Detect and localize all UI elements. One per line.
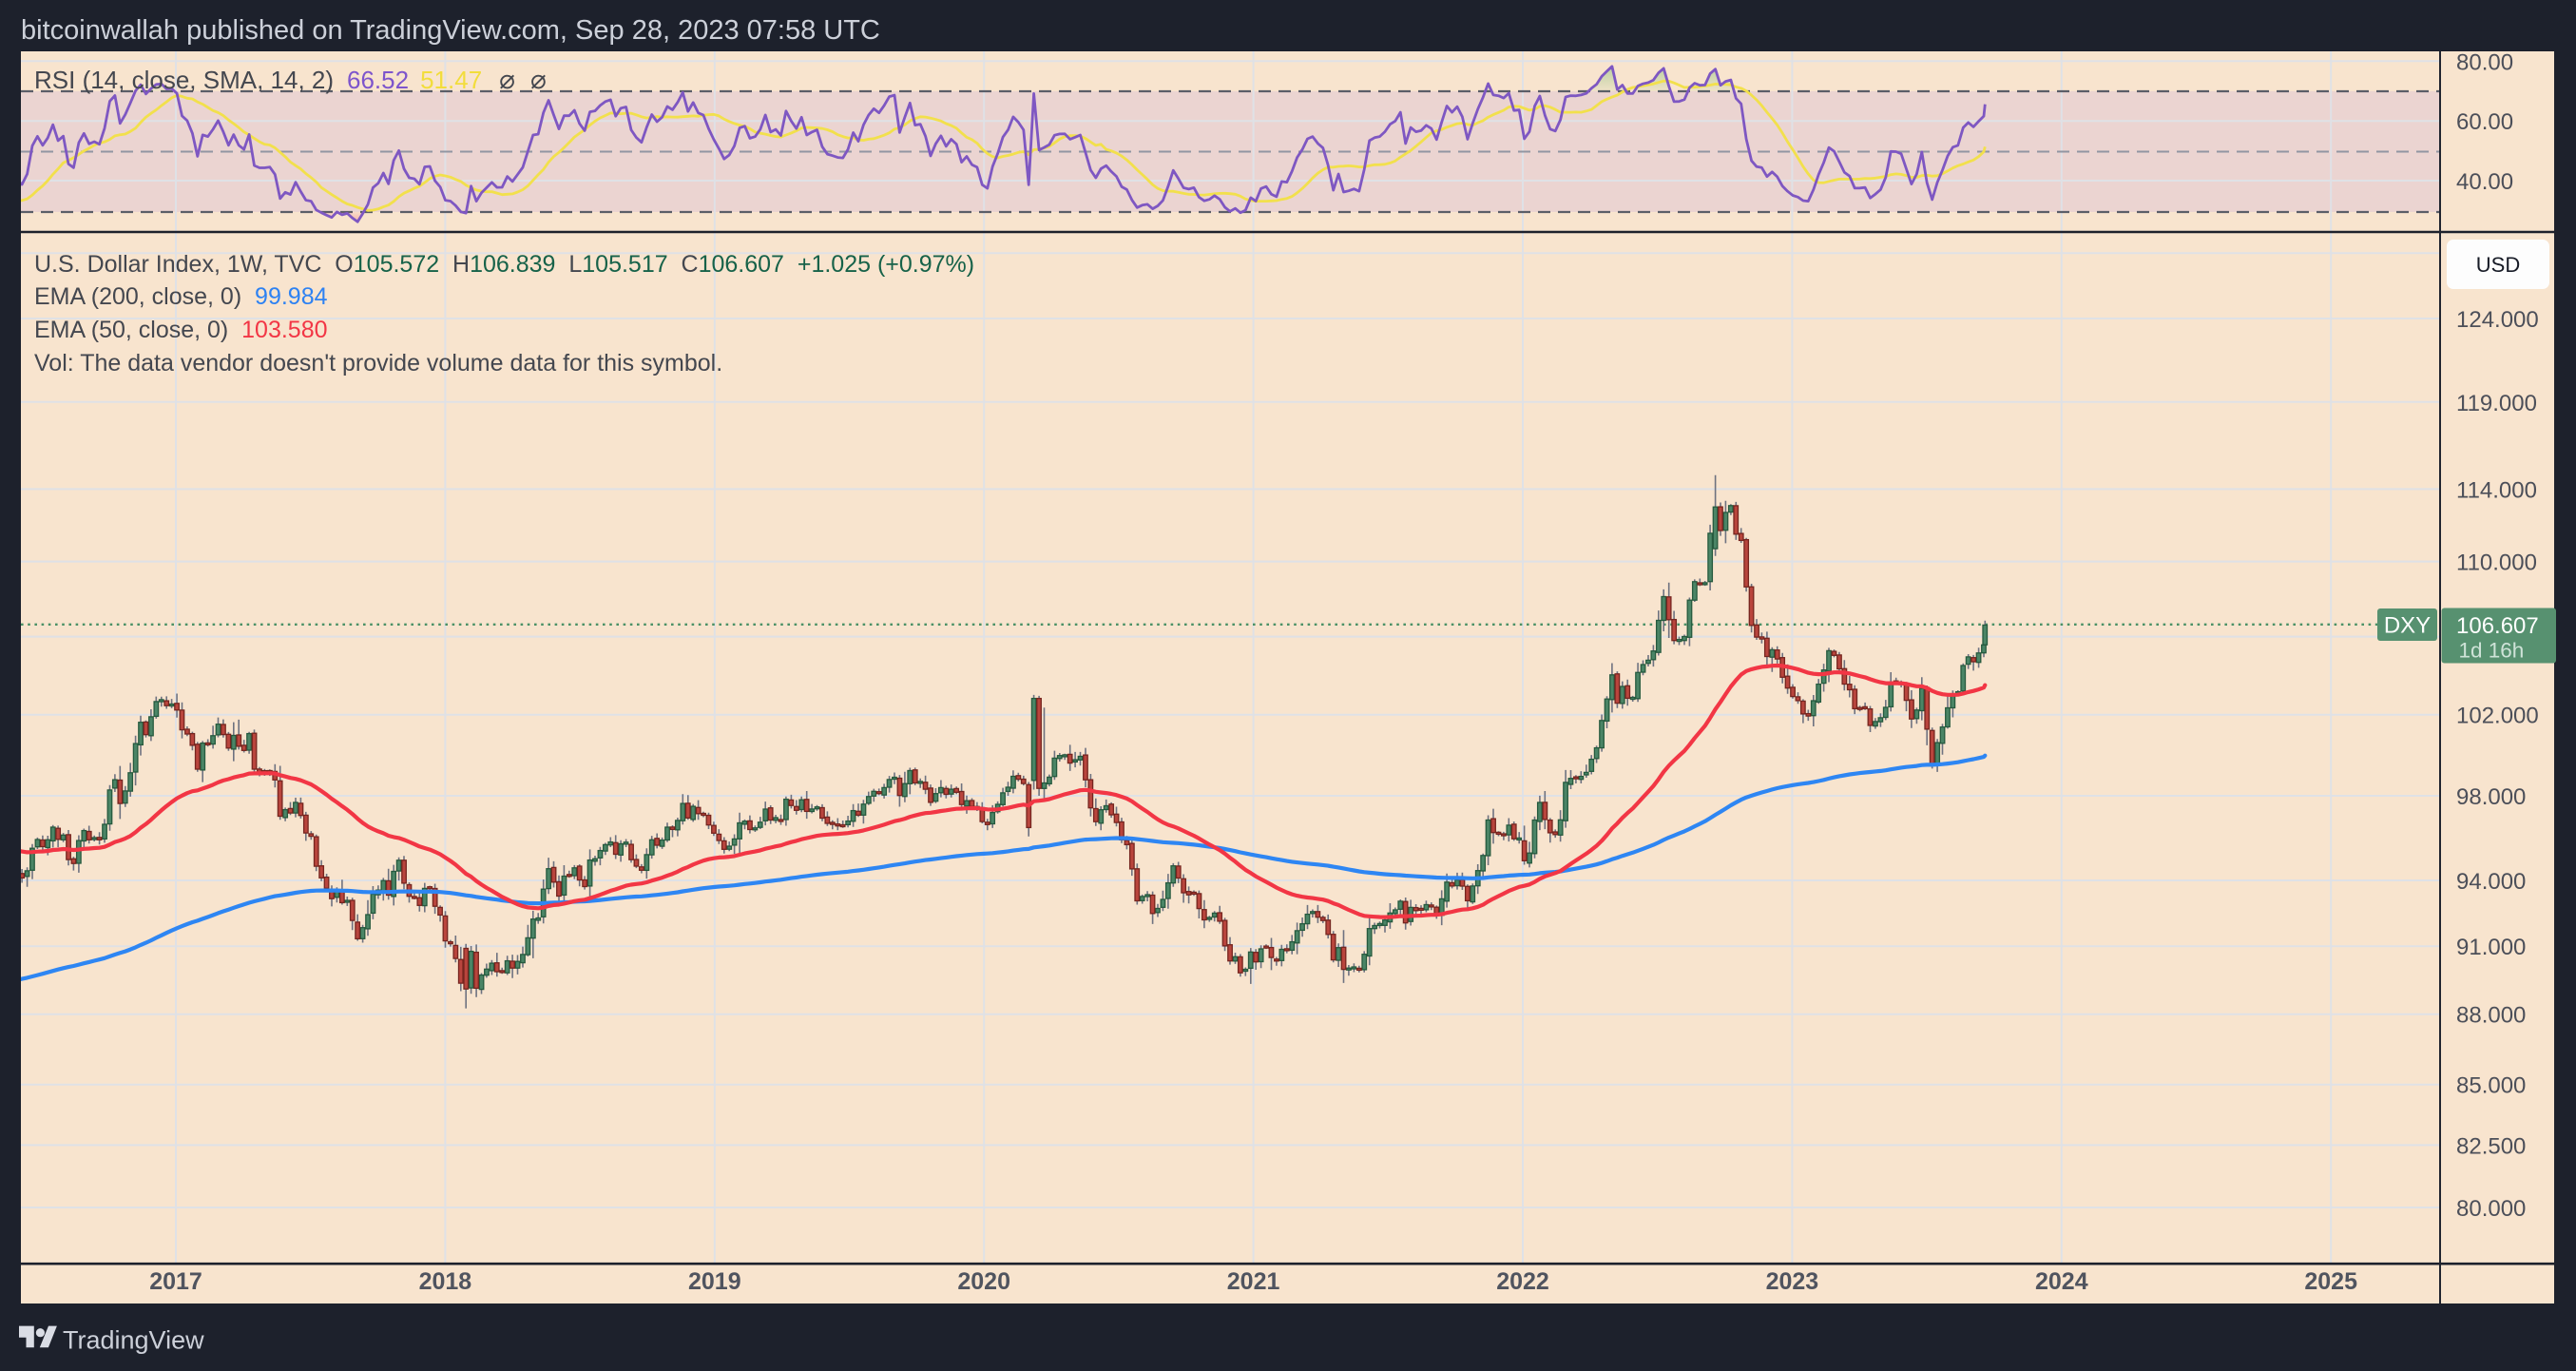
svg-text:RSI (14, close, SMA, 14, 2)66.: RSI (14, close, SMA, 14, 2) 66.52 51.47 ⌀ ⌀	[34, 65, 547, 94]
svg-text:80.000: 80.000	[2456, 1196, 2526, 1222]
svg-text:2018: 2018	[419, 1268, 472, 1295]
svg-text:EMA (50, close, 0) 103.580: EMA (50, close, 0) 103.580	[34, 317, 328, 343]
svg-text:60.00: 60.00	[2456, 109, 2513, 135]
svg-text:2022: 2022	[1496, 1268, 1549, 1295]
svg-text:EMA (200, close, 0) 99.984: EMA (200, close, 0) 99.984	[34, 283, 328, 310]
svg-text:2017: 2017	[149, 1268, 202, 1295]
svg-text:1d 16h: 1d 16h	[2459, 639, 2525, 663]
svg-text:TradingView: TradingView	[63, 1326, 204, 1355]
svg-text:124.000: 124.000	[2456, 307, 2539, 333]
svg-text:U.S. Dollar Index, 1W, TVC O1: U.S. Dollar Index, 1W, TVC O105.572 H106…	[34, 251, 974, 278]
svg-text:98.000: 98.000	[2456, 784, 2526, 810]
svg-text:2025: 2025	[2304, 1268, 2357, 1295]
svg-text:91.000: 91.000	[2456, 935, 2526, 960]
svg-text:94.000: 94.000	[2456, 869, 2526, 895]
svg-text:bitcoinwallah published on Tra: bitcoinwallah published on TradingView.c…	[21, 15, 880, 46]
svg-text:2020: 2020	[957, 1268, 1010, 1295]
svg-text:USD: USD	[2476, 253, 2520, 277]
svg-text:2024: 2024	[2035, 1268, 2088, 1295]
svg-text:85.000: 85.000	[2456, 1073, 2526, 1099]
svg-text:2019: 2019	[688, 1268, 741, 1295]
svg-text:80.00: 80.00	[2456, 49, 2513, 75]
svg-text:Vol: The data vendor doesn't p: Vol: The data vendor doesn't provide vol…	[34, 350, 722, 377]
svg-text:2021: 2021	[1227, 1268, 1280, 1295]
svg-text:110.000: 110.000	[2456, 550, 2537, 576]
svg-text:88.000: 88.000	[2456, 1003, 2526, 1029]
svg-text:114.000: 114.000	[2456, 477, 2537, 503]
svg-text:119.000: 119.000	[2456, 391, 2537, 416]
svg-text:2023: 2023	[1766, 1268, 1819, 1295]
svg-text:40.00: 40.00	[2456, 169, 2513, 195]
svg-text:102.000: 102.000	[2456, 704, 2539, 729]
svg-text:DXY: DXY	[2384, 613, 2431, 639]
svg-text:106.607: 106.607	[2456, 613, 2539, 639]
svg-text:82.500: 82.500	[2456, 1133, 2526, 1159]
